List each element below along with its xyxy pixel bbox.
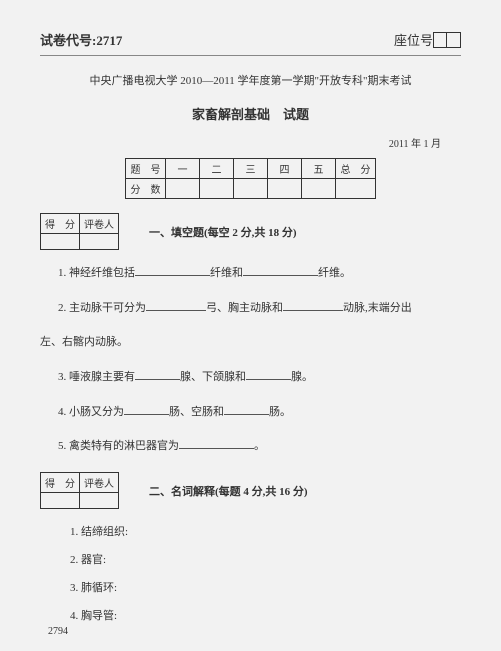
marker-blank [80,234,119,250]
q1-prefix: 1. 神经纤维包括 [58,267,135,279]
question-2-2: 2. 器官: [40,551,461,567]
td-total [336,179,376,199]
blank [135,369,180,380]
seat-box-1 [433,32,447,48]
question-3: 3. 唾液腺主要有 腺、下颌腺和 腺。 [40,368,461,387]
blank [135,265,210,276]
q2-prefix: 2. 主动脉干可分为 [58,302,146,314]
blank [179,438,254,449]
question-2: 2. 主动脉干可分为 弓、胸主动脉和 动脉,末端分出 [40,299,461,318]
exam-date: 2011 年 1 月 [40,135,461,150]
q4-prefix: 4. 小肠又分为 [58,406,124,418]
section-2-title: 二、名词解释(每题 4 分,共 16 分) [149,483,308,499]
th-2: 二 [200,159,234,179]
q4-suffix: 肠。 [269,406,291,418]
blank [224,404,269,415]
section-2-row: 得 分评卷人 二、名词解释(每题 4 分,共 16 分) [40,472,461,509]
question-2-4: 4. 胸导管: [40,607,461,623]
marker-c2: 评卷人 [80,214,119,234]
marker-c1: 得 分 [41,473,80,493]
th-5: 五 [302,159,336,179]
section-1-title: 一、填空题(每空 2 分,共 18 分) [149,224,297,240]
td-1 [166,179,200,199]
th-label: 题 号 [126,159,166,179]
blank [283,300,343,311]
blank [246,369,291,380]
paper-code-value: 2717 [96,33,122,48]
question-1: 1. 神经纤维包括 纤维和 纤维。 [40,264,461,283]
header-row: 试卷代号:2717 座位号 [40,30,461,49]
td-2 [200,179,234,199]
marker-blank [80,493,119,509]
th-1: 一 [166,159,200,179]
th-3: 三 [234,159,268,179]
q1-suffix: 纤维。 [318,267,351,279]
q3-prefix: 3. 唾液腺主要有 [58,371,135,383]
question-2-1: 1. 结缔组织: [40,523,461,539]
question-2-3: 3. 肺循环: [40,579,461,595]
marker-c2: 评卷人 [80,473,119,493]
td-4 [268,179,302,199]
paper-code-label: 试卷代号: [40,33,96,48]
td-5 [302,179,336,199]
th-total: 总 分 [336,159,376,179]
subject-title: 家畜解剖基础 试题 [40,104,461,123]
marker-blank [41,234,80,250]
blank [124,404,169,415]
marker-c1: 得 分 [41,214,80,234]
q3-mid1: 腺、下颌腺和 [180,371,246,383]
seat-box-2 [447,32,461,48]
q2-mid1: 弓、胸主动脉和 [206,302,283,314]
header-divider [40,55,461,56]
exam-title: 中央广播电视大学 2010—2011 学年度第一学期"开放专科"期末考试 [40,72,461,88]
table-row: 题 号 一 二 三 四 五 总 分 [126,159,376,179]
seat-row: 座位号 [394,30,461,49]
td-label: 分 数 [126,179,166,199]
q5-prefix: 5. 禽类特有的淋巴器官为 [58,440,179,452]
seat-label: 座位号 [394,30,433,49]
marker-table-2: 得 分评卷人 [40,472,119,509]
blank [243,265,318,276]
paper-code: 试卷代号:2717 [40,30,122,49]
q5-suffix: 。 [254,440,265,452]
q3-suffix: 腺。 [291,371,313,383]
q2-suffix: 动脉,末端分出 [343,302,412,314]
question-5: 5. 禽类特有的淋巴器官为 。 [40,437,461,456]
q4-mid1: 肠、空肠和 [169,406,224,418]
question-4: 4. 小肠又分为 肠、空肠和 肠。 [40,403,461,422]
td-3 [234,179,268,199]
question-2-cont: 左、右髂内动脉。 [40,333,461,352]
th-4: 四 [268,159,302,179]
page-number: 2794 [48,626,68,637]
marker-table-1: 得 分评卷人 [40,213,119,250]
q1-mid: 纤维和 [210,267,243,279]
blank [146,300,206,311]
score-table: 题 号 一 二 三 四 五 总 分 分 数 [125,158,376,199]
section-1-row: 得 分评卷人 一、填空题(每空 2 分,共 18 分) [40,213,461,250]
marker-blank [41,493,80,509]
table-row: 分 数 [126,179,376,199]
